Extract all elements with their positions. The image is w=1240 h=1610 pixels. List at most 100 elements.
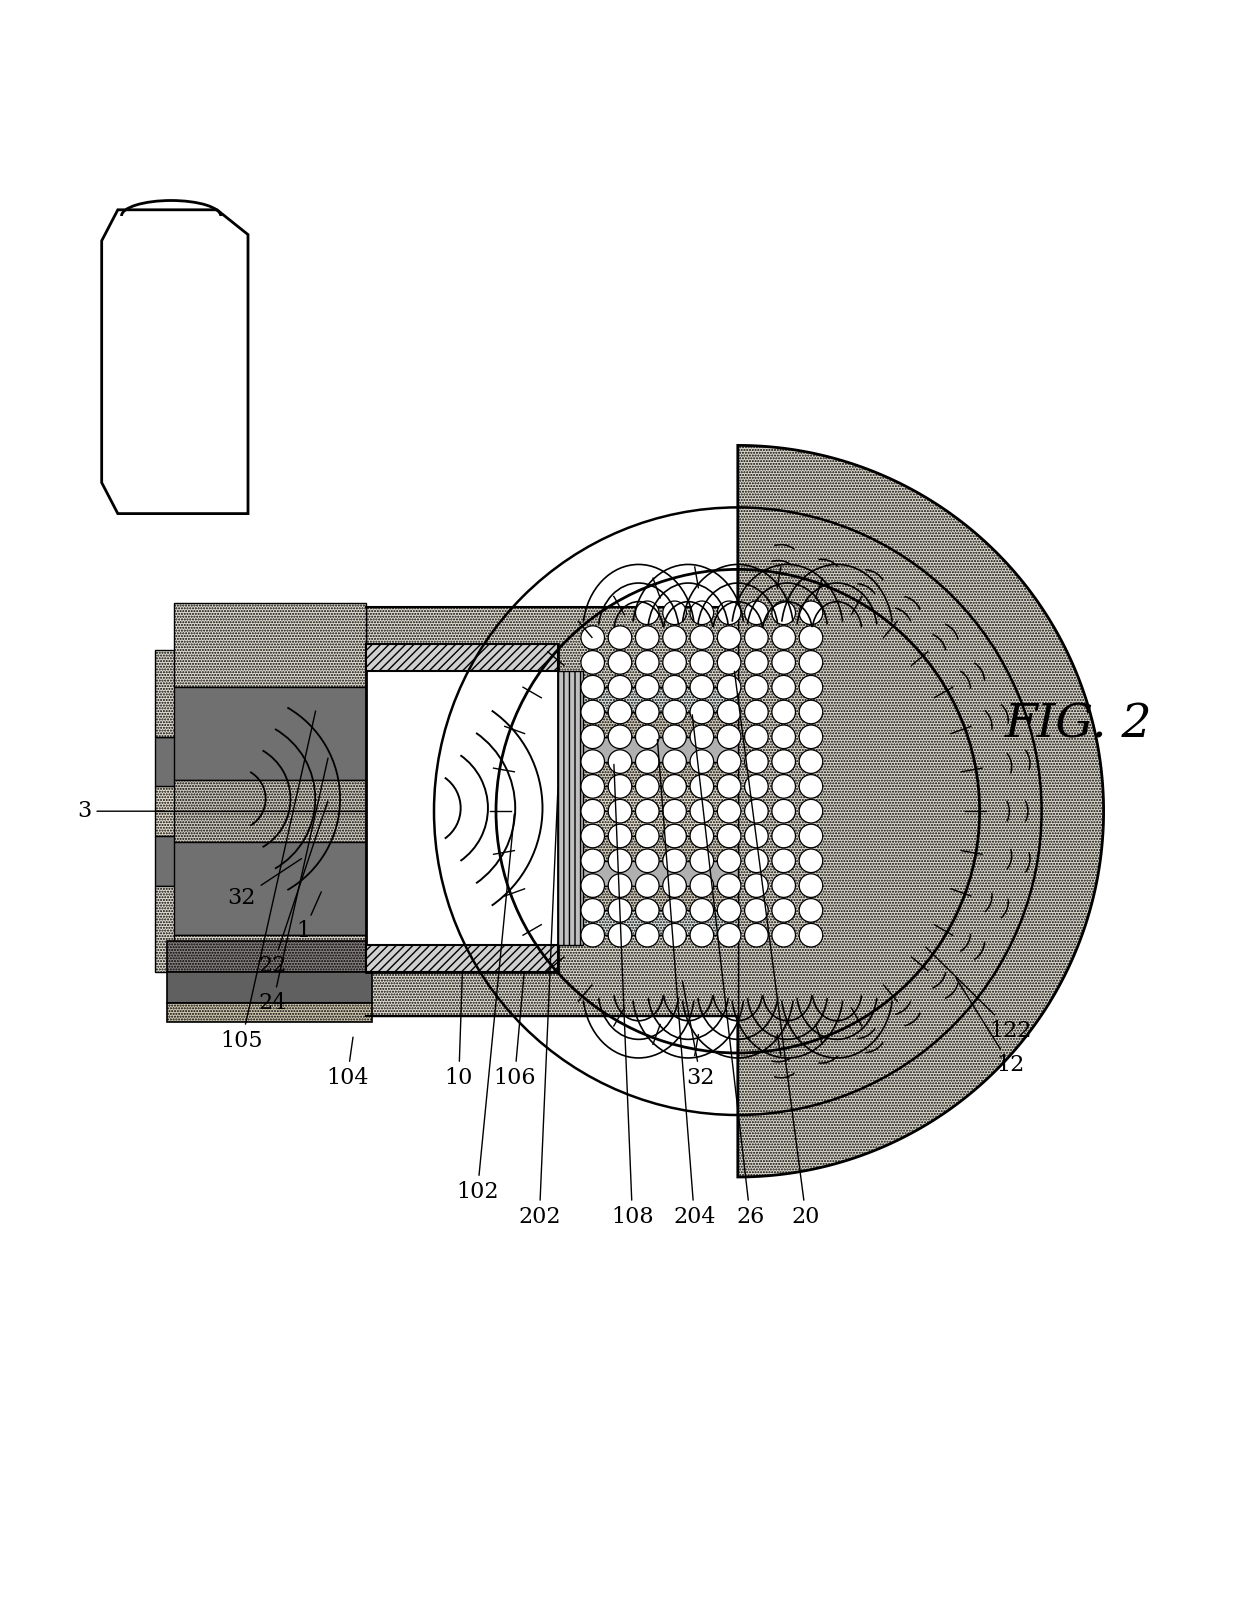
Text: 106: 106 [494,971,536,1088]
Circle shape [609,676,631,699]
Circle shape [663,601,687,625]
Text: 12: 12 [956,979,1024,1077]
Circle shape [744,626,768,649]
Text: 32: 32 [228,858,301,910]
Circle shape [717,750,742,773]
Circle shape [635,676,660,699]
Circle shape [609,800,631,823]
Circle shape [609,700,631,724]
Circle shape [717,924,742,947]
Circle shape [635,774,660,799]
Circle shape [744,924,768,947]
Circle shape [799,676,822,699]
Circle shape [771,676,796,699]
Circle shape [689,848,713,873]
Circle shape [799,774,822,799]
Text: 20: 20 [734,671,820,1228]
Circle shape [580,774,605,799]
Circle shape [580,824,605,848]
Circle shape [663,800,687,823]
Circle shape [689,676,713,699]
Bar [366,712,738,737]
Text: 1: 1 [296,892,321,942]
Bar [167,1003,372,1022]
Bar [366,644,558,972]
Circle shape [689,874,713,897]
Circle shape [635,601,660,625]
Circle shape [717,874,742,897]
Circle shape [799,924,822,947]
Circle shape [717,848,742,873]
Circle shape [663,898,687,923]
Circle shape [689,824,713,848]
Circle shape [663,848,687,873]
Circle shape [771,874,796,897]
Circle shape [744,676,768,699]
Circle shape [744,700,768,724]
Circle shape [635,750,660,773]
Bar [366,737,738,762]
Circle shape [771,650,796,675]
Bar [174,811,366,842]
Circle shape [663,724,687,749]
Text: 122: 122 [926,947,1032,1042]
Circle shape [717,824,742,848]
Bar [167,942,372,972]
Circle shape [744,800,768,823]
Circle shape [689,700,713,724]
Circle shape [635,800,660,823]
Text: 24: 24 [259,758,329,1014]
Circle shape [689,650,713,675]
Bar [366,687,738,712]
Text: 22: 22 [259,802,327,977]
Text: 26: 26 [692,715,764,1228]
Circle shape [580,800,605,823]
Bar [174,935,366,1019]
Circle shape [580,626,605,649]
Circle shape [663,626,687,649]
Circle shape [663,824,687,848]
Circle shape [635,824,660,848]
Circle shape [689,626,713,649]
Bar [180,675,347,923]
Circle shape [663,774,687,799]
Circle shape [635,874,660,897]
Circle shape [635,724,660,749]
Circle shape [799,650,822,675]
Bar [366,607,738,687]
Circle shape [580,724,605,749]
Circle shape [609,626,631,649]
Circle shape [609,724,631,749]
Bar [366,910,738,935]
Circle shape [580,924,605,947]
Circle shape [689,924,713,947]
Circle shape [744,774,768,799]
Circle shape [717,700,742,724]
Bar [155,650,372,737]
Circle shape [744,750,768,773]
Bar [155,886,372,972]
Bar [167,972,372,1003]
Circle shape [609,774,631,799]
Bar [174,781,366,811]
Bar [155,786,372,811]
Bar [366,886,738,910]
Bar [366,861,738,886]
Circle shape [635,848,660,873]
Text: 202: 202 [518,789,560,1228]
Circle shape [663,924,687,947]
Bar [155,811,372,836]
Bar [167,657,360,942]
Circle shape [609,924,631,947]
Circle shape [771,724,796,749]
Circle shape [609,650,631,675]
Text: 104: 104 [326,1037,368,1088]
Circle shape [744,898,768,923]
Circle shape [635,924,660,947]
Circle shape [689,774,713,799]
Circle shape [799,601,822,625]
Circle shape [580,874,605,897]
Bar [155,737,372,786]
Circle shape [663,676,687,699]
Circle shape [771,700,796,724]
